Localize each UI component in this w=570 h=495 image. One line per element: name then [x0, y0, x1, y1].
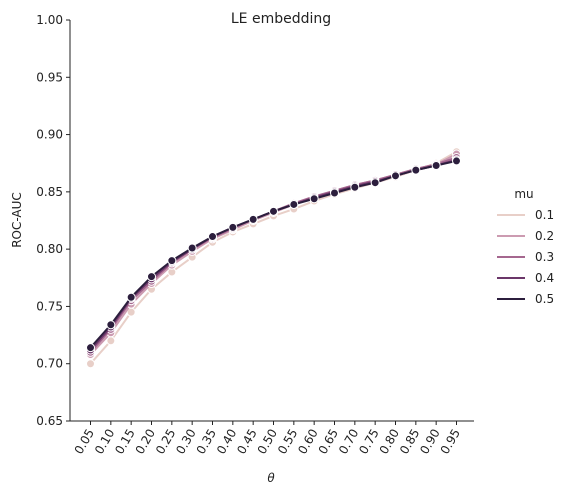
legend-entry-label: 0.1 [535, 208, 554, 222]
y-tick-label: 0.75 [36, 299, 63, 313]
data-point [452, 156, 461, 166]
series-line [89, 150, 458, 365]
y-tick-label: 0.80 [36, 242, 63, 256]
legend-entry-label: 0.2 [535, 229, 554, 243]
x-tick-label: 0.60 [295, 427, 320, 457]
series-0.3 [86, 152, 461, 357]
x-tick-label: 0.20 [133, 427, 158, 457]
y-tick-label: 0.95 [36, 70, 63, 84]
data-point [411, 165, 421, 175]
data-point [187, 243, 197, 253]
series-0.2 [86, 149, 461, 360]
legend-entry-label: 0.4 [535, 271, 554, 285]
data-point [431, 161, 441, 171]
data-point [370, 178, 380, 188]
data-point [106, 320, 116, 330]
data-point [86, 359, 95, 369]
y-tick-label: 1.00 [36, 13, 63, 27]
data-point [126, 292, 136, 302]
x-tick-label: 0.25 [153, 427, 178, 457]
series-0.4 [86, 155, 461, 355]
data-point [167, 256, 177, 266]
y-tick-label: 0.65 [36, 414, 63, 428]
y-axis-label: ROC-AUC [10, 192, 24, 248]
data-point [309, 194, 319, 204]
y-tick-label: 0.90 [36, 128, 63, 142]
y-tick-label: 0.85 [36, 185, 63, 199]
x-tick-label: 0.50 [255, 427, 280, 457]
plot-area [86, 147, 461, 369]
x-tick-label: 0.75 [356, 427, 381, 457]
series-0.1 [86, 147, 461, 369]
x-tick-label: 0.80 [377, 427, 402, 457]
legend: mu 0.1 0.2 0.3 0.4 0.5 [497, 187, 554, 306]
series-line [89, 159, 458, 349]
x-tick-label: 0.30 [173, 427, 198, 457]
chart-title: LE embedding [231, 11, 331, 27]
x-tick-label: 0.40 [214, 427, 239, 457]
x-tick-label: 0.90 [417, 427, 442, 457]
data-point [269, 206, 278, 216]
series-0.5 [86, 156, 461, 353]
data-point [330, 188, 339, 198]
data-point [106, 336, 116, 346]
x-tick-label: 0.35 [194, 427, 219, 457]
y-tick-label: 0.70 [36, 357, 63, 371]
x-tick-label: 0.95 [438, 427, 463, 457]
x-tick-label: 0.05 [72, 427, 97, 457]
x-tick-label: 0.10 [92, 427, 117, 457]
series-line [89, 158, 458, 351]
data-point [391, 171, 400, 181]
legend-entry-label: 0.5 [535, 292, 554, 306]
x-tick-label: 0.70 [336, 427, 361, 457]
x-tick-label: 0.65 [316, 427, 341, 457]
data-point [86, 343, 95, 353]
legend-entry-label: 0.3 [535, 250, 554, 264]
x-ticks: 0.050.100.150.200.250.300.350.400.450.50… [72, 421, 463, 457]
data-point [228, 222, 238, 232]
x-tick-label: 0.85 [397, 427, 422, 457]
data-point [208, 232, 217, 242]
data-point [248, 214, 258, 224]
x-tick-label: 0.55 [275, 427, 300, 457]
series-line [89, 153, 458, 356]
data-point [147, 272, 156, 282]
data-point [289, 199, 299, 209]
series-line [89, 156, 458, 354]
y-ticks: 0.65 0.70 0.75 0.80 0.85 0.90 0.95 1.00 [36, 13, 70, 428]
data-point [350, 182, 360, 192]
x-tick-label: 0.45 [234, 427, 259, 457]
legend-title: mu [514, 187, 533, 201]
x-tick-label: 0.15 [112, 427, 137, 457]
x-axis-label: θ [267, 471, 275, 485]
